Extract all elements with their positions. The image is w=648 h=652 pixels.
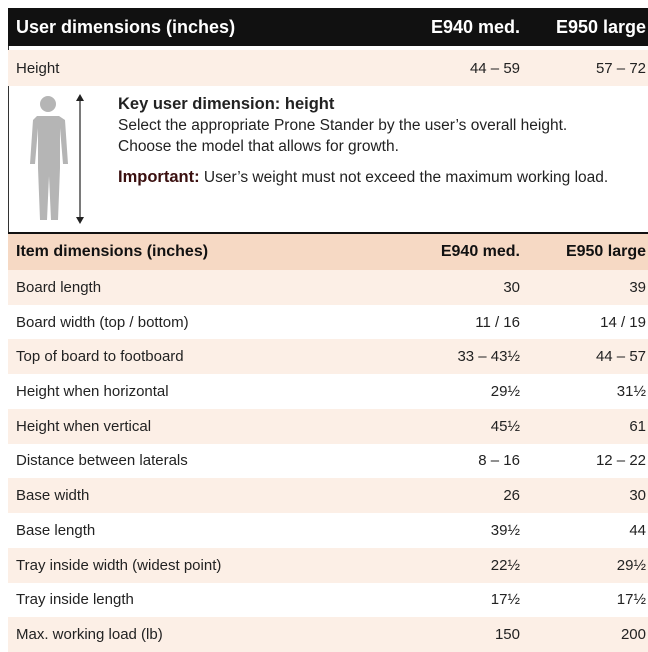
table-row: Height when vertical 45½ 61 <box>8 408 648 444</box>
value-cell: 33 – 43½ <box>457 348 520 366</box>
key-line: Choose the model that allows for growth. <box>118 138 399 155</box>
value-cell: 200 <box>620 626 646 644</box>
label-cell: Top of board to footboard <box>16 348 184 366</box>
label-cell: User dimensions (inches) <box>16 16 236 37</box>
label-cell: Tray inside width (widest point) <box>16 556 222 574</box>
value-cell: 8 – 16 <box>478 452 520 470</box>
key-line: Select the appropriate Prone Stander by … <box>118 117 568 134</box>
value-cell: 30 <box>503 278 520 296</box>
header-row: User dimensions (inches) E940 med. E950 la… <box>8 8 648 46</box>
value-cell: 12 – 22 <box>595 452 646 470</box>
value-cell: E950 large <box>565 243 646 260</box>
value-cell: 44 <box>629 521 646 539</box>
value-cell: 22½ <box>490 556 520 574</box>
user-figure <box>30 94 84 224</box>
label-cell: Max. working load (lb) <box>16 626 163 644</box>
important-text: User’s weight must not exceed the maximu… <box>203 169 609 186</box>
value-cell: 44 – 59 <box>469 59 520 77</box>
value-cell: 29½ <box>616 556 646 574</box>
value-cell: 29½ <box>490 383 520 401</box>
value-cell: 39½ <box>490 521 520 539</box>
table-row: Max. working load (lb) 150 200 <box>8 617 648 652</box>
table-row: Tray inside width (widest point) 22½ 29½ <box>8 547 648 583</box>
label-cell: Height when horizontal <box>16 383 169 401</box>
value-cell: 17½ <box>616 591 646 609</box>
value-cell: 30 <box>629 487 646 505</box>
table-row: Base length 39½ 44 <box>8 513 648 548</box>
table-row: Height when horizontal 29½ 31½ <box>8 374 648 409</box>
label-cell: Item dimensions (inches) <box>16 243 209 260</box>
table-row: Board length 30 39 <box>8 270 648 305</box>
value-cell: 31½ <box>616 383 646 401</box>
table-row: Height 44 – 59 57 – 72 <box>8 50 648 86</box>
value-cell: 39 <box>629 278 646 296</box>
label-cell: Board length <box>16 278 102 296</box>
value-cell: 14 / 19 <box>600 313 646 331</box>
table-row: Board width (top / bottom) 11 / 16 14 / 19 <box>8 305 648 340</box>
label-cell: Base length <box>16 521 96 539</box>
value-cell: 17½ <box>490 591 520 609</box>
value-cell: 57 – 72 <box>595 59 646 77</box>
value-cell: 150 <box>494 626 520 644</box>
divider <box>8 232 648 234</box>
table-row: Base width 26 30 <box>8 478 648 514</box>
label-cell: Tray inside length <box>16 591 134 609</box>
value-cell: E940 med. <box>430 16 520 37</box>
label-cell: Board width (top / bottom) <box>16 313 189 331</box>
label-cell: Distance between laterals <box>16 452 188 470</box>
value-cell: 26 <box>503 487 520 505</box>
header-row: Item dimensions (inches) E940 med. E950 la… <box>8 234 648 270</box>
left-border <box>8 8 9 234</box>
value-cell: 11 / 16 <box>475 313 520 331</box>
key-box: Key user dimension: height Select the ap… <box>118 94 646 188</box>
value-cell: 61 <box>629 417 646 435</box>
label-cell: Height when vertical <box>16 417 152 435</box>
value-cell: 45½ <box>490 417 520 435</box>
label-cell: Base width <box>16 487 90 505</box>
important-label: Important: <box>118 168 200 186</box>
table-row: Distance between laterals 8 – 16 12 – 22 <box>8 444 648 479</box>
key-title: Key user dimension: height <box>118 95 335 113</box>
label-cell: Height <box>16 59 60 77</box>
table-row: Top of board to footboard 33 – 43½ 44 – 57 <box>8 339 648 375</box>
value-cell: E950 large <box>555 16 646 37</box>
value-cell: E940 med. <box>440 243 520 260</box>
table-row: Tray inside length 17½ 17½ <box>8 583 648 618</box>
value-cell: 44 – 57 <box>595 348 646 366</box>
